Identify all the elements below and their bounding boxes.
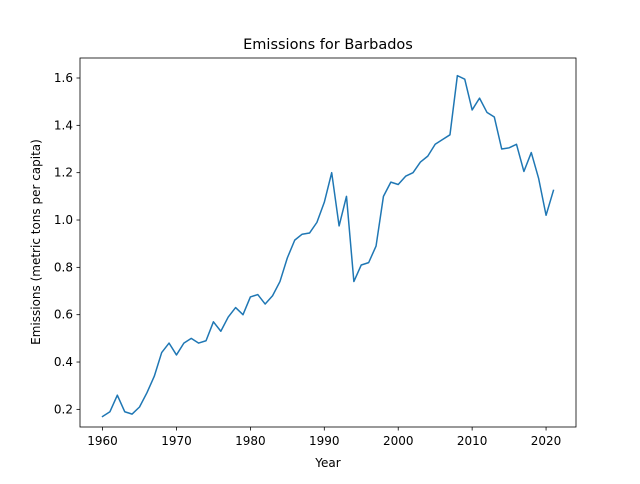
- y-tick-label: 1.0: [54, 213, 73, 227]
- y-tick-label: 0.4: [54, 355, 73, 369]
- x-tick-label: 2010: [457, 434, 488, 448]
- y-tick-label: 1.2: [54, 166, 73, 180]
- y-tick-label: 0.6: [54, 308, 73, 322]
- chart-title: Emissions for Barbados: [243, 37, 413, 53]
- x-tick-label: 2000: [383, 434, 414, 448]
- y-tick-label: 0.2: [54, 402, 73, 416]
- x-tick-label: 1990: [309, 434, 340, 448]
- x-tick-label: 1960: [87, 434, 118, 448]
- y-tick-label: 1.4: [54, 118, 73, 132]
- x-tick-label: 1970: [161, 434, 192, 448]
- series-line: [101, 74, 555, 418]
- y-axis: 0.2 0.4 0.6 0.8 1.0 1.2 1.4 1.6: [54, 71, 80, 416]
- x-tick-label: 1980: [235, 434, 266, 448]
- y-tick-label: 0.8: [54, 260, 73, 274]
- x-axis-label: Year: [314, 456, 340, 470]
- y-tick-label: 1.6: [54, 71, 73, 85]
- y-axis-label: Emissions (metric tons per capita): [29, 139, 43, 345]
- x-axis: 1960 1970 1980 1990 2000 2010 2020: [87, 427, 561, 448]
- plot-area-frame: [79, 57, 577, 428]
- x-tick-label: 2020: [531, 434, 562, 448]
